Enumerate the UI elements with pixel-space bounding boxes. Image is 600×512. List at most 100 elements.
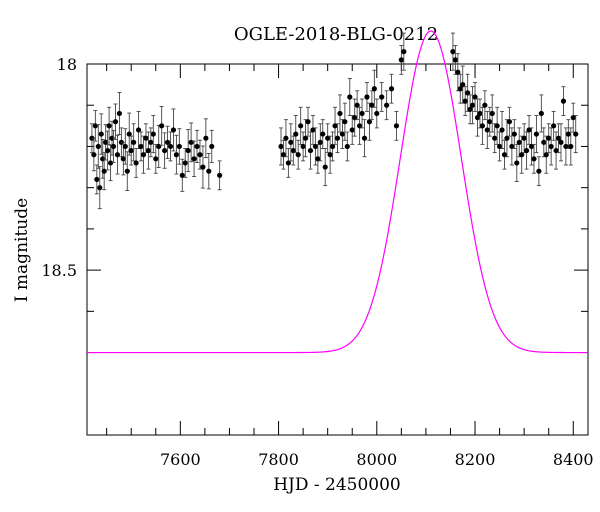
data-point [474, 114, 481, 121]
data-point [188, 139, 194, 145]
data-point [320, 131, 326, 137]
data-point [283, 135, 289, 141]
data-point [489, 110, 495, 117]
data-point [98, 131, 104, 137]
data-point [128, 147, 134, 154]
data-point [514, 160, 520, 166]
data-point [329, 143, 336, 150]
data-point [140, 152, 147, 158]
data-point [477, 110, 483, 117]
data-point [349, 127, 355, 133]
data-point [573, 131, 579, 137]
data-point [110, 143, 117, 150]
data-point [354, 102, 360, 108]
data-point [288, 139, 294, 145]
data-point [516, 139, 522, 145]
data-point [472, 94, 478, 100]
x-tick-label: 8200 [455, 450, 496, 469]
data-point [546, 135, 552, 141]
data-point [315, 156, 321, 162]
data-point [553, 147, 559, 154]
x-tick-label: 7800 [258, 450, 299, 469]
data-point [379, 94, 385, 100]
data-point [327, 152, 333, 158]
data-point [106, 123, 112, 129]
model-curve [87, 30, 589, 354]
data-point [563, 143, 569, 150]
data-point [156, 143, 162, 150]
data-point [460, 82, 466, 88]
data-point [170, 127, 177, 133]
data-point [322, 164, 328, 170]
data-point [388, 86, 395, 92]
data-point [548, 143, 554, 150]
data-point [509, 143, 515, 150]
data-points [89, 32, 579, 210]
data-point [307, 147, 314, 154]
data-point [524, 147, 530, 154]
data-point [206, 168, 212, 174]
data-point [398, 57, 404, 63]
data-point [278, 143, 284, 150]
data-point [176, 143, 182, 150]
data-point [143, 135, 149, 141]
data-point [191, 156, 197, 162]
x-tick-label: 7600 [160, 450, 201, 469]
data-point [200, 164, 206, 170]
data-point [179, 172, 185, 178]
data-point [558, 139, 564, 145]
data-point [209, 143, 215, 150]
data-point [344, 143, 350, 150]
data-point [280, 152, 287, 158]
data-point [317, 139, 323, 145]
data-point [92, 123, 98, 129]
x-axis-label: HJD - 2450000 [273, 475, 401, 495]
data-point [97, 185, 103, 191]
data-point [298, 123, 304, 129]
major-ticks [87, 63, 588, 435]
data-point [295, 152, 301, 158]
data-point [300, 143, 306, 150]
x-tick-labels: 7600 7800 8000 8200 8400 [160, 450, 594, 469]
plot-frame [86, 63, 589, 436]
data-point [462, 98, 468, 104]
data-point [293, 131, 299, 137]
data-point [217, 172, 223, 178]
data-point [504, 135, 510, 141]
data-point [145, 147, 151, 154]
y-tick-labels: 18 18.5 [41, 55, 77, 280]
data-point [541, 139, 547, 145]
y-tick-label: 18 [57, 55, 77, 74]
data-point [366, 119, 373, 125]
y-axis-label: I magnitude [12, 198, 32, 302]
data-point [305, 119, 311, 125]
data-point [374, 110, 380, 117]
x-tick-label: 8400 [553, 450, 594, 469]
data-point [536, 168, 542, 174]
data-point [302, 135, 309, 141]
data-point [159, 123, 165, 129]
minor-ticks [87, 64, 588, 435]
data-point [361, 135, 368, 141]
data-point [312, 143, 318, 150]
data-point [203, 135, 209, 141]
data-point [194, 143, 200, 150]
data-point [526, 127, 532, 133]
data-point [347, 94, 353, 100]
data-point [197, 152, 203, 158]
data-point [107, 160, 114, 166]
data-point [339, 131, 346, 137]
data-point [101, 168, 107, 174]
data-point [482, 102, 488, 108]
data-point [501, 152, 508, 158]
data-point [182, 160, 188, 166]
data-point [105, 147, 111, 154]
y-tick-label: 18.5 [41, 261, 77, 280]
data-point [162, 147, 168, 154]
data-point [357, 123, 363, 129]
data-point [103, 139, 109, 145]
data-point [342, 119, 348, 125]
data-point [124, 168, 130, 174]
data-point [94, 176, 100, 183]
